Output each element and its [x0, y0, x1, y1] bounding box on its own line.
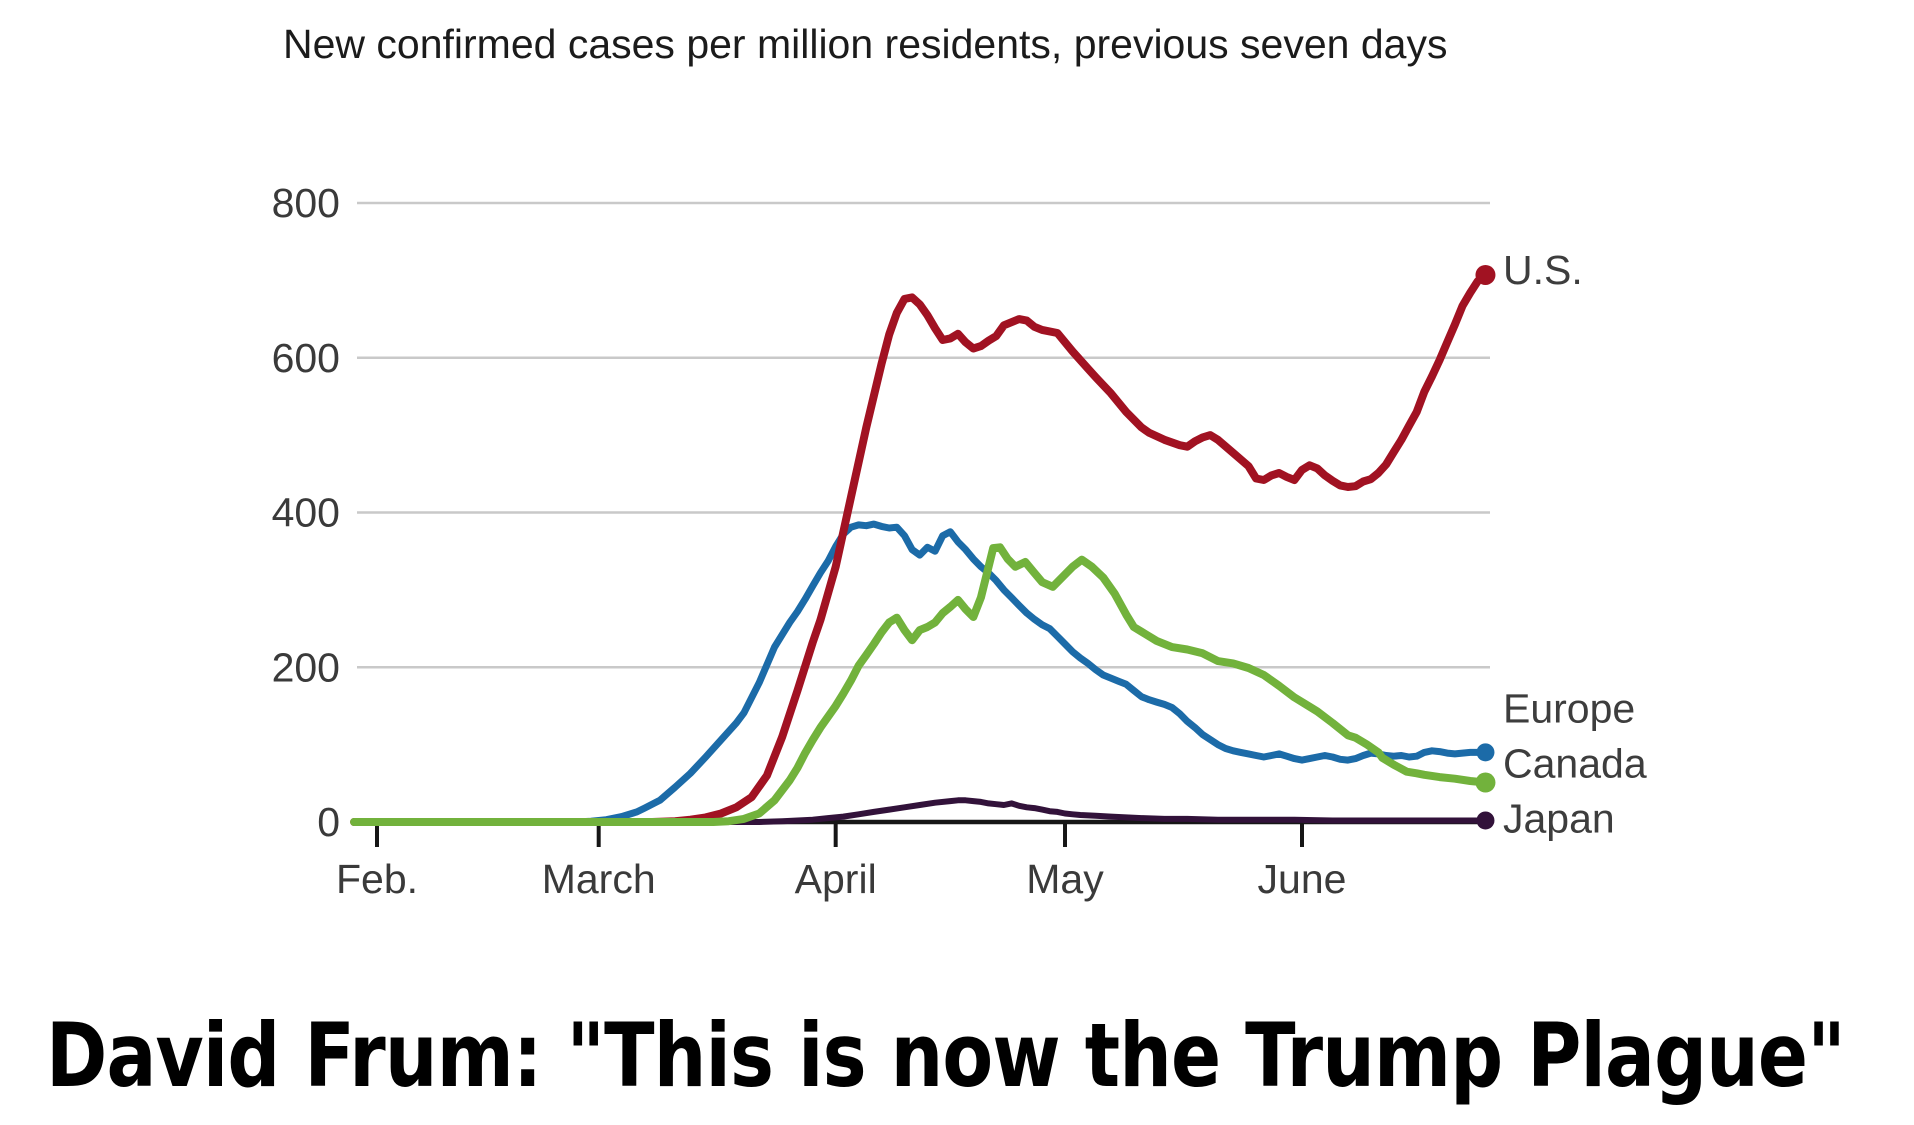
- series-line-japan: [351, 797, 1489, 825]
- series-label-europe: Europe: [1503, 685, 1635, 731]
- series-endpoint-us: [1475, 264, 1496, 285]
- series-label-canada: Canada: [1503, 741, 1647, 787]
- series-label-us: U.S.: [1503, 247, 1583, 293]
- series-line-us: [350, 271, 1490, 826]
- series-endpoint-canada: [1475, 772, 1496, 793]
- series-endpoint-japan: [1476, 811, 1495, 830]
- x-axis-tick-label: June: [1258, 856, 1347, 902]
- x-axis-tick-label: Feb.: [336, 856, 418, 902]
- series-line-canada: [350, 543, 1490, 826]
- x-axis-tick-label: March: [542, 856, 656, 902]
- series-line-europe: [350, 520, 1489, 826]
- series-label-japan: Japan: [1503, 795, 1615, 841]
- y-axis-tick-label: 800: [272, 180, 340, 226]
- chart-title: New confirmed cases per million resident…: [283, 21, 1448, 67]
- x-axis-tick-label: May: [1026, 856, 1104, 902]
- y-axis-tick-label: 400: [272, 490, 340, 536]
- y-axis-tick-label: 600: [272, 335, 340, 381]
- y-axis-tick-label: 200: [272, 644, 340, 690]
- series-endpoint-europe: [1476, 743, 1495, 762]
- y-axis-tick-label: 0: [317, 799, 340, 845]
- x-axis-tick-label: April: [795, 856, 877, 902]
- headline: David Frum: "This is now the Trump Plagu…: [46, 1004, 1846, 1107]
